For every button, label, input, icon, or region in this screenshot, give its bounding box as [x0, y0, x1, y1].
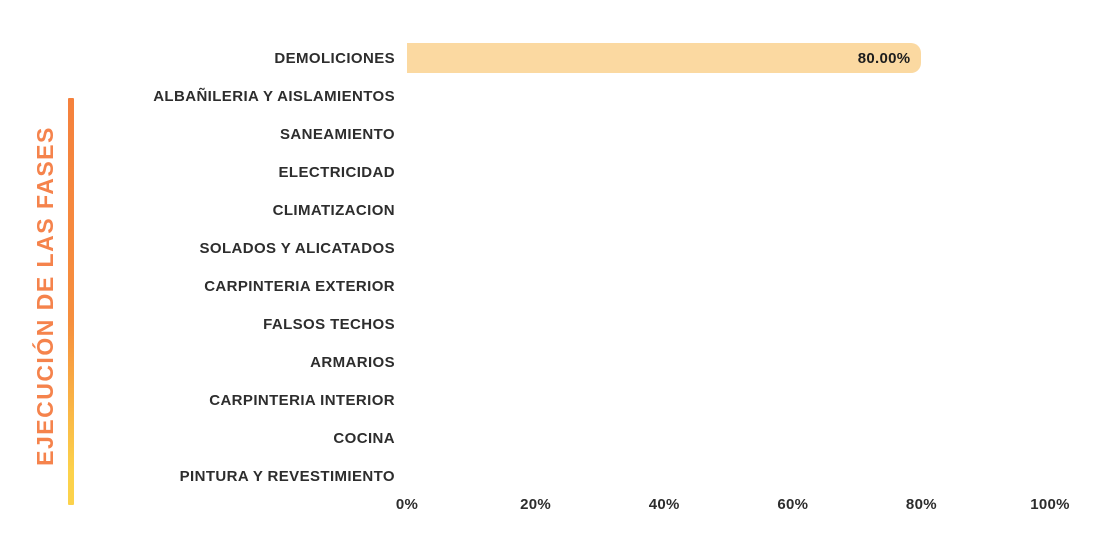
title-accent-line	[68, 98, 74, 505]
x-tick-label: 60%	[777, 496, 809, 513]
chart-row: COCINA	[0, 419, 1050, 457]
chart-row: CARPINTERIA INTERIOR	[0, 381, 1050, 419]
bar-track	[407, 195, 1050, 225]
category-label: CARPINTERIA INTERIOR	[209, 391, 395, 409]
bar-track	[407, 423, 1050, 453]
chart-row: CARPINTERIA EXTERIOR	[0, 267, 1050, 305]
chart-row: CLIMATIZACION	[0, 191, 1050, 229]
bar-track	[407, 347, 1050, 377]
x-tick-label: 100%	[1030, 496, 1070, 513]
chart-row: PINTURA Y REVESTIMIENTO	[0, 457, 1050, 495]
chart-row: ARMARIOS	[0, 343, 1050, 381]
bar-track	[407, 385, 1050, 415]
bar-track	[407, 271, 1050, 301]
bar-track	[407, 81, 1050, 111]
bar-track	[407, 233, 1050, 263]
chart-row: SOLADOS Y ALICATADOS	[0, 229, 1050, 267]
bar-track: 80.00%	[407, 43, 1050, 73]
x-tick-label: 80%	[905, 496, 937, 513]
x-tick-label: 20%	[520, 496, 552, 513]
bar-value-label: 80.00%	[857, 49, 911, 67]
x-tick-label: 40%	[648, 496, 680, 513]
category-label: CARPINTERIA EXTERIOR	[204, 277, 395, 295]
category-label: DEMOLICIONES	[274, 49, 395, 67]
chart-row: ELECTRICIDAD	[0, 153, 1050, 191]
chart-row: SANEAMIENTO	[0, 115, 1050, 153]
bar-track	[407, 309, 1050, 339]
category-label: COCINA	[333, 429, 395, 447]
bar-track	[407, 119, 1050, 149]
x-tick-label: 0%	[395, 496, 419, 513]
category-label: SANEAMIENTO	[280, 125, 395, 143]
bar: 80.00%	[407, 43, 922, 73]
chart-row: FALSOS TECHOS	[0, 305, 1050, 343]
category-label: FALSOS TECHOS	[263, 315, 395, 333]
category-label: ELECTRICIDAD	[278, 163, 395, 181]
bar-track	[407, 461, 1050, 491]
bars-area: DEMOLICIONES 80.00% ALBAÑILERIA Y AISLAM…	[0, 39, 1050, 495]
category-label: ALBAÑILERIA Y AISLAMIENTOS	[153, 87, 395, 105]
x-axis: 0% 20% 40% 60% 80% 100%	[396, 496, 1070, 520]
category-label: ARMARIOS	[310, 353, 395, 371]
chart-row: ALBAÑILERIA Y AISLAMIENTOS	[0, 77, 1050, 115]
bar-track	[407, 157, 1050, 187]
chart-row: DEMOLICIONES 80.00%	[0, 39, 1050, 77]
category-label: CLIMATIZACION	[272, 201, 395, 219]
category-label: SOLADOS Y ALICATADOS	[199, 239, 395, 257]
category-label: PINTURA Y REVESTIMIENTO	[179, 467, 395, 485]
